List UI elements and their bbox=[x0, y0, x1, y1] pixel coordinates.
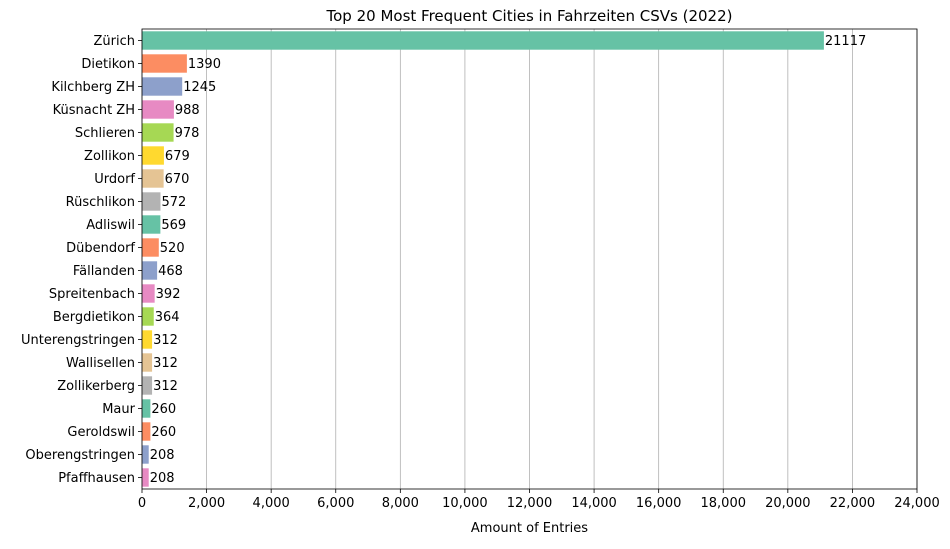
grid bbox=[141, 29, 918, 489]
y-tick-label: Pfaffhausen bbox=[58, 471, 135, 486]
bar bbox=[142, 422, 151, 441]
y-tick-label: Küsnacht ZH bbox=[53, 103, 135, 118]
data-label: 208 bbox=[150, 448, 175, 463]
bar bbox=[142, 445, 149, 464]
data-label: 21117 bbox=[825, 34, 866, 49]
bar bbox=[142, 284, 155, 303]
x-tick-label: 22,000 bbox=[830, 496, 876, 511]
x-tick-label: 0 bbox=[138, 496, 146, 511]
data-label: 988 bbox=[175, 103, 200, 118]
bar bbox=[142, 192, 161, 211]
y-tick-label: Fällanden bbox=[73, 264, 135, 279]
x-tick-label: 20,000 bbox=[765, 496, 811, 511]
x-tick-label: 2,000 bbox=[188, 496, 225, 511]
data-labels: 21117 1390 1245 988 978 679 670 572 569 520 468 392… bbox=[150, 34, 867, 486]
x-tick-label: 18,000 bbox=[701, 496, 747, 511]
x-tick-label: 8,000 bbox=[382, 496, 419, 511]
y-tick-label: Geroldswil bbox=[67, 425, 135, 440]
y-tick-label: Zürich bbox=[94, 34, 136, 49]
data-label: 392 bbox=[156, 287, 181, 302]
bar bbox=[142, 77, 183, 96]
data-label: 260 bbox=[151, 402, 176, 417]
y-tick-label: Urdorf bbox=[94, 172, 135, 187]
x-tick-label: 16,000 bbox=[636, 496, 682, 511]
bar bbox=[142, 100, 174, 119]
data-label: 670 bbox=[165, 172, 190, 187]
x-tick-label: 12,000 bbox=[507, 496, 553, 511]
data-label: 569 bbox=[161, 218, 186, 233]
x-tick-label: 10,000 bbox=[442, 496, 488, 511]
bar bbox=[142, 468, 149, 487]
data-label: 468 bbox=[158, 264, 183, 279]
x-tick-label: 4,000 bbox=[253, 496, 290, 511]
y-tick-label: Kilchberg ZH bbox=[51, 80, 135, 95]
bars bbox=[142, 31, 824, 487]
bar bbox=[142, 399, 151, 418]
bar bbox=[142, 238, 159, 257]
bar bbox=[142, 31, 824, 50]
data-label: 208 bbox=[150, 471, 175, 486]
chart-title: Top 20 Most Frequent Cities in Fahrzeite… bbox=[326, 7, 733, 25]
x-tick-label: 6,000 bbox=[317, 496, 354, 511]
y-tick-label: Rüschlikon bbox=[66, 195, 135, 210]
y-tick-label: Dübendorf bbox=[66, 241, 135, 256]
bar bbox=[142, 261, 158, 280]
data-label: 1390 bbox=[188, 57, 221, 72]
y-tick-label: Bergdietikon bbox=[53, 310, 135, 325]
data-label: 312 bbox=[153, 333, 178, 348]
data-label: 260 bbox=[151, 425, 176, 440]
x-tick-label: 24,000 bbox=[894, 496, 940, 511]
data-label: 364 bbox=[155, 310, 180, 325]
x-axis-title: Amount of Entries bbox=[471, 521, 588, 536]
y-tick-label: Dietikon bbox=[81, 57, 135, 72]
y-tick-label: Schlieren bbox=[75, 126, 135, 141]
bar bbox=[142, 215, 161, 234]
x-axis: 0 2,000 4,000 6,000 8,000 10,000 12,000 14,000 1… bbox=[138, 489, 940, 511]
data-label: 572 bbox=[161, 195, 186, 210]
y-tick-label: Spreitenbach bbox=[49, 287, 135, 302]
bar bbox=[142, 376, 153, 395]
bar bbox=[142, 146, 164, 165]
y-tick-label: Adliswil bbox=[86, 218, 135, 233]
bar bbox=[142, 307, 154, 326]
y-tick-label: Maur bbox=[102, 402, 135, 417]
x-tick-label: 14,000 bbox=[571, 496, 617, 511]
data-label: 312 bbox=[153, 379, 178, 394]
y-axis: Zürich Dietikon Kilchberg ZH Küsnacht ZH Sch… bbox=[21, 34, 142, 486]
bar bbox=[142, 353, 153, 372]
data-label: 1245 bbox=[183, 80, 216, 95]
data-label: 679 bbox=[165, 149, 190, 164]
y-tick-label: Oberengstringen bbox=[25, 448, 135, 463]
bar bbox=[142, 123, 174, 142]
bar bbox=[142, 330, 153, 349]
bar bbox=[142, 54, 187, 73]
data-label: 520 bbox=[160, 241, 185, 256]
y-tick-label: Zollikon bbox=[84, 149, 135, 164]
y-tick-label: Unterengstringen bbox=[21, 333, 135, 348]
bar bbox=[142, 169, 164, 188]
y-tick-label: Wallisellen bbox=[66, 356, 135, 371]
data-label: 312 bbox=[153, 356, 178, 371]
data-label: 978 bbox=[175, 126, 200, 141]
y-tick-label: Zollikerberg bbox=[57, 379, 135, 394]
